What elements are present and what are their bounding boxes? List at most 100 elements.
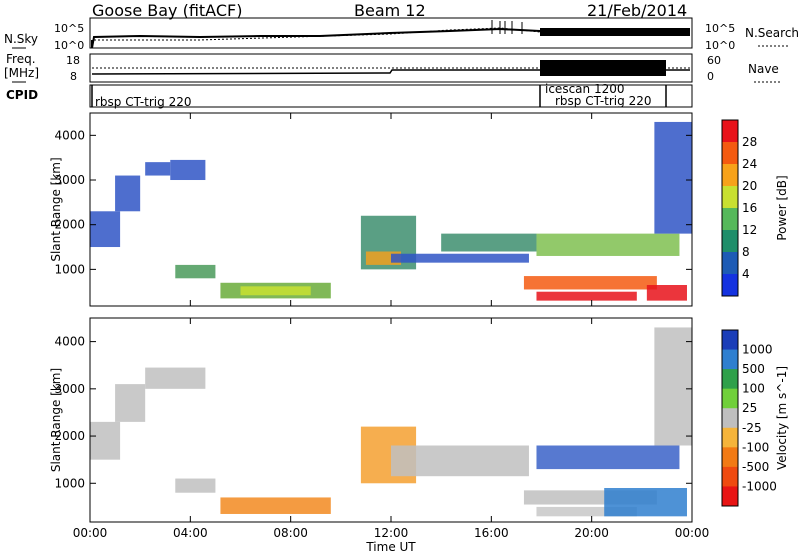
velocity-ytick-label: 1000	[54, 476, 85, 490]
velocity-colorbar-tick-label: 1000	[742, 343, 773, 357]
freq-unit: [MHz]	[4, 66, 40, 80]
velocity-colorbar-tick-label: -100	[742, 440, 769, 454]
cpid-panel-frame	[89, 84, 693, 108]
power-data-region	[170, 159, 206, 181]
power-colorbar-tick-label: 20	[742, 179, 757, 193]
velocity-colorbar-tick-label: -25	[742, 421, 762, 435]
nsky-tick-top: 10^5	[54, 22, 85, 35]
x-axis-label: Time UT	[365, 540, 416, 554]
beam-title: Beam 12	[354, 1, 426, 20]
nsky-label: N.Sky	[4, 32, 39, 46]
power-data-region	[145, 162, 171, 176]
x-tick-label: 04:00	[173, 526, 208, 540]
power-data-region	[654, 121, 692, 234]
velocity-colorbar-swatch	[722, 369, 738, 390]
nsearch-tick-top: 10^5	[705, 22, 736, 35]
velocity-data-region	[536, 445, 680, 470]
cpid-label: CPID	[6, 88, 39, 102]
power-colorbar-swatch	[722, 274, 738, 297]
cpid-entry-1: rbsp CT-trig 220	[95, 95, 192, 109]
nave-tick-top: 60	[707, 54, 721, 67]
velocity-colorbar-tick-label: 500	[742, 362, 765, 376]
velocity-colorbar-frame	[721, 329, 739, 507]
power-data-region	[536, 291, 637, 301]
power-colorbar-swatch	[722, 164, 738, 187]
power-colorbar-label: Power [dB]	[775, 175, 789, 240]
velocity-ytick-label: 3000	[54, 382, 85, 396]
power-ytick-label: 4000	[54, 128, 85, 142]
power-data-region	[115, 175, 141, 212]
power-colorbar-swatch	[722, 142, 738, 165]
velocity-colorbar-label: Velocity [m s^-1]	[775, 366, 789, 470]
freq-label: Freq.	[6, 52, 36, 66]
power-ytick-label: 2000	[54, 218, 85, 232]
velocity-data-region	[604, 488, 687, 517]
x-tick-label: 08:00	[273, 526, 308, 540]
x-tick-label: 12:00	[374, 526, 409, 540]
nsky-dense-block	[540, 28, 690, 36]
velocity-colorbar-swatch	[722, 427, 738, 448]
freq-tick-bottom: 8	[70, 70, 77, 83]
velocity-data-region	[175, 478, 216, 493]
power-colorbar-swatch	[722, 230, 738, 253]
cpid-entry-3: rbsp CT-trig 220	[555, 94, 652, 108]
power-colorbar-frame	[721, 119, 739, 297]
power-colorbar-swatch	[722, 208, 738, 231]
nsky-panel-frame	[89, 17, 693, 49]
power-colorbar-swatch	[722, 186, 738, 209]
velocity-data-region	[115, 384, 146, 422]
velocity-colorbar-swatch	[722, 330, 738, 351]
velocity-colorbar-tick-label: 25	[742, 401, 757, 415]
power-data-region	[646, 285, 687, 301]
velocity-data-region	[391, 445, 529, 477]
nave-label: Nave	[748, 62, 779, 76]
freq-panel-frame	[89, 53, 693, 83]
x-tick-label: 16:00	[474, 526, 509, 540]
nsky-tick-bottom: 10^0	[54, 39, 85, 52]
velocity-colorbar-tick-label: 100	[742, 382, 765, 396]
velocity-colorbar-swatch	[722, 466, 738, 487]
nave-tick-bottom: 0	[707, 70, 714, 83]
freq-tick-top: 18	[66, 54, 80, 67]
power-colorbar-swatch	[722, 252, 738, 275]
velocity-data-region	[145, 367, 206, 389]
date-title: 21/Feb/2014	[587, 1, 688, 20]
velocity-data-region	[654, 327, 692, 446]
power-colorbar-tick-label: 24	[742, 157, 757, 171]
velocity-ytick-label: 2000	[54, 429, 85, 443]
velocity-data-region	[90, 421, 121, 460]
power-colorbar-tick-label: 4	[742, 267, 750, 281]
power-panel: 1000 2000 3000 4000 Slant Range [km] 28 24 20 16…	[49, 112, 789, 307]
velocity-colorbar-swatch	[722, 486, 738, 507]
freq-dense-block	[540, 60, 666, 76]
power-data-region	[536, 233, 680, 256]
power-data-region	[391, 253, 529, 263]
power-data-region	[523, 276, 657, 290]
power-data-region	[175, 264, 216, 279]
power-ylabel: Slant Range [km]	[49, 157, 63, 261]
power-colorbar-tick-label: 16	[742, 201, 757, 215]
power-data-region	[240, 286, 311, 296]
velocity-data-region	[220, 497, 331, 514]
power-colorbar-tick-label: 8	[742, 245, 750, 259]
velocity-panel: 1000 2000 3000 4000 Slant Range [km] 1000 500 1…	[49, 317, 789, 554]
velocity-colorbar-tick-label: -500	[742, 460, 769, 474]
velocity-colorbar-swatch	[722, 447, 738, 468]
velocity-colorbar-swatch	[722, 388, 738, 409]
x-tick-label: 00:00	[675, 526, 710, 540]
x-tick-label: 00:00	[73, 526, 108, 540]
x-tick-label: 20:00	[574, 526, 609, 540]
velocity-data-region	[536, 506, 637, 517]
velocity-colorbar-swatch	[722, 408, 738, 429]
top-panels	[12, 17, 790, 108]
power-data-region	[90, 211, 121, 248]
velocity-colorbar-swatch	[722, 349, 738, 370]
power-data-region	[441, 233, 537, 252]
power-colorbar-tick-label: 12	[742, 223, 757, 237]
velocity-ylabel: Slant Range [km]	[49, 368, 63, 472]
power-ytick-label: 1000	[54, 262, 85, 276]
nsearch-tick-bottom: 10^0	[705, 39, 736, 52]
velocity-colorbar-tick-label: -1000	[742, 479, 777, 493]
velocity-ytick-label: 4000	[54, 335, 85, 349]
